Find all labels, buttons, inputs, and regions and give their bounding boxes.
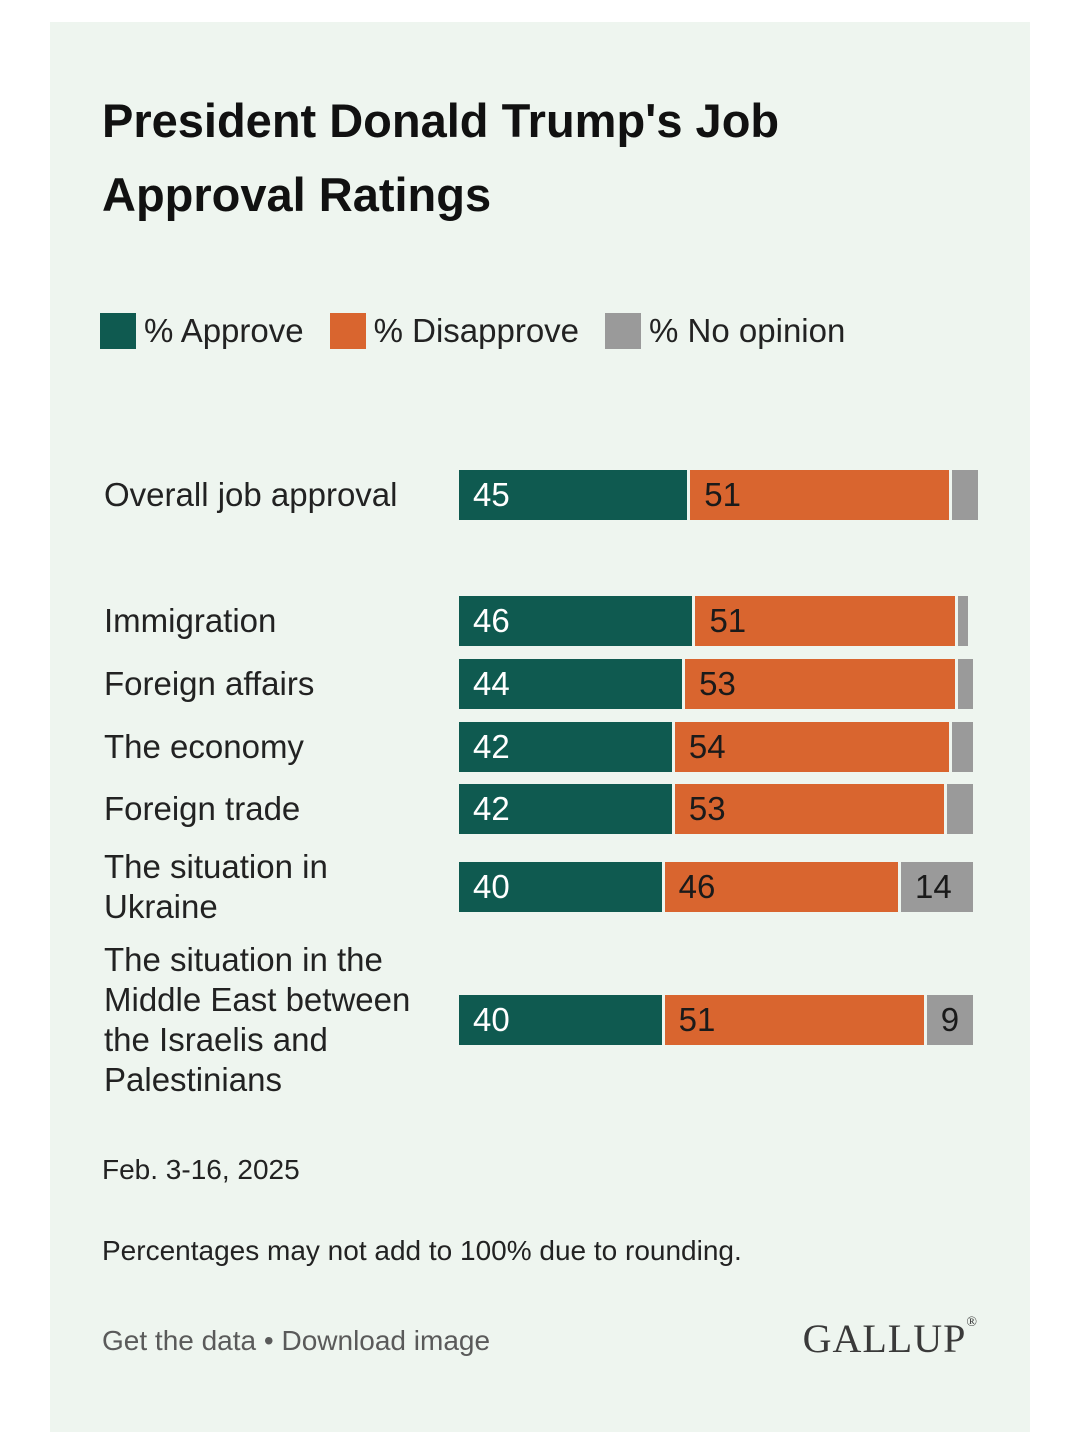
legend: % Approve % Disapprove % No opinion <box>100 306 871 356</box>
bar-segment-no-opinion <box>947 784 973 834</box>
bar-value-label: 46 <box>473 602 510 639</box>
bar-segment-approve: 45 <box>459 470 688 520</box>
chart-card: President Donald Trump's Job Approval Ra… <box>50 22 1030 1432</box>
legend-label-no-opinion: % No opinion <box>649 312 846 349</box>
category-label: Foreign trade <box>104 790 301 827</box>
bar-segment-disapprove: 51 <box>664 995 924 1045</box>
bar-segment-approve: 42 <box>459 784 672 834</box>
bar-value-label: 53 <box>699 665 736 702</box>
legend-item-no-opinion: % No opinion <box>605 312 845 350</box>
bar-segment-disapprove: 51 <box>695 596 955 646</box>
category-label: Overall job approval <box>104 476 398 513</box>
footer-links: Get the data • Download image <box>102 1325 490 1357</box>
bar-segment-no-opinion: 9 <box>926 995 973 1045</box>
bar-segment-no-opinion <box>952 470 979 520</box>
legend-swatch-disapprove <box>329 313 366 349</box>
bar-value-label: 9 <box>940 1001 960 1038</box>
bar-segment-disapprove: 54 <box>674 722 950 772</box>
category-label: The economy <box>104 728 304 765</box>
bar-segment-approve: 40 <box>459 995 662 1045</box>
bar-value-label: 40 <box>473 868 510 905</box>
chart-title: President Donald Trump's Job Approval Ra… <box>102 94 780 221</box>
legend-item-approve: % Approve <box>100 312 304 350</box>
bar-segment-no-opinion <box>957 596 968 646</box>
gallup-logo: GALLUP® <box>803 1315 978 1362</box>
bar-value-label: 45 <box>473 476 510 513</box>
bar-segment-disapprove: 53 <box>674 784 945 834</box>
bar-value-label: 42 <box>473 728 510 765</box>
bar-value-label: 51 <box>678 1001 716 1038</box>
rounding-note: Percentages may not add to 100% due to r… <box>102 1235 742 1266</box>
bar-segment-approve: 42 <box>459 722 672 772</box>
category-label: Immigration <box>104 602 277 639</box>
bar-segment-approve: 44 <box>459 659 683 709</box>
bar-segment-disapprove: 51 <box>690 470 950 520</box>
bar-value-label: 53 <box>688 790 726 827</box>
download-image-link[interactable]: Download image <box>281 1325 491 1356</box>
legend-label-disapprove: % Disapprove <box>373 312 580 349</box>
bar-value-label: 42 <box>473 790 510 827</box>
category-label: Foreign affairs <box>104 665 315 702</box>
stacked-bar-chart: Overall job approval 45 51 Immigration 46 51 F… <box>50 22 1030 1432</box>
bar-value-label: 44 <box>473 665 510 702</box>
bar-segment-no-opinion: 14 <box>901 862 973 912</box>
gallup-logo-mark: ® <box>966 1315 978 1330</box>
survey-date: Feb. 3-16, 2025 <box>102 1154 300 1185</box>
bar-segment-disapprove: 46 <box>664 862 899 912</box>
footer-separator: • <box>263 1325 274 1356</box>
bar-segment-approve: 46 <box>459 596 693 646</box>
bar-segment-approve: 40 <box>459 862 662 912</box>
gallup-logo-text: GALLUP <box>802 1316 967 1361</box>
legend-swatch-approve <box>100 313 136 349</box>
bar-segment-disapprove: 53 <box>685 659 955 709</box>
bar-value-label: 51 <box>709 602 747 639</box>
bar-value-label: 14 <box>915 868 952 905</box>
get-the-data-link[interactable]: Get the data <box>102 1325 257 1356</box>
bar-value-label: 46 <box>678 868 716 905</box>
category-label: The situation in the Middle East between… <box>104 941 411 1098</box>
bar-value-label: 40 <box>473 1001 510 1038</box>
bar-value-label: 51 <box>704 476 742 513</box>
bar-value-label: 54 <box>688 728 726 765</box>
legend-swatch-no-opinion <box>605 313 642 349</box>
bar-segment-no-opinion <box>952 722 973 772</box>
category-label: The situation in Ukraine <box>104 848 328 925</box>
legend-label-approve: % Approve <box>144 312 304 349</box>
legend-item-disapprove: % Disapprove <box>329 312 580 350</box>
bar-segment-no-opinion <box>957 659 973 709</box>
